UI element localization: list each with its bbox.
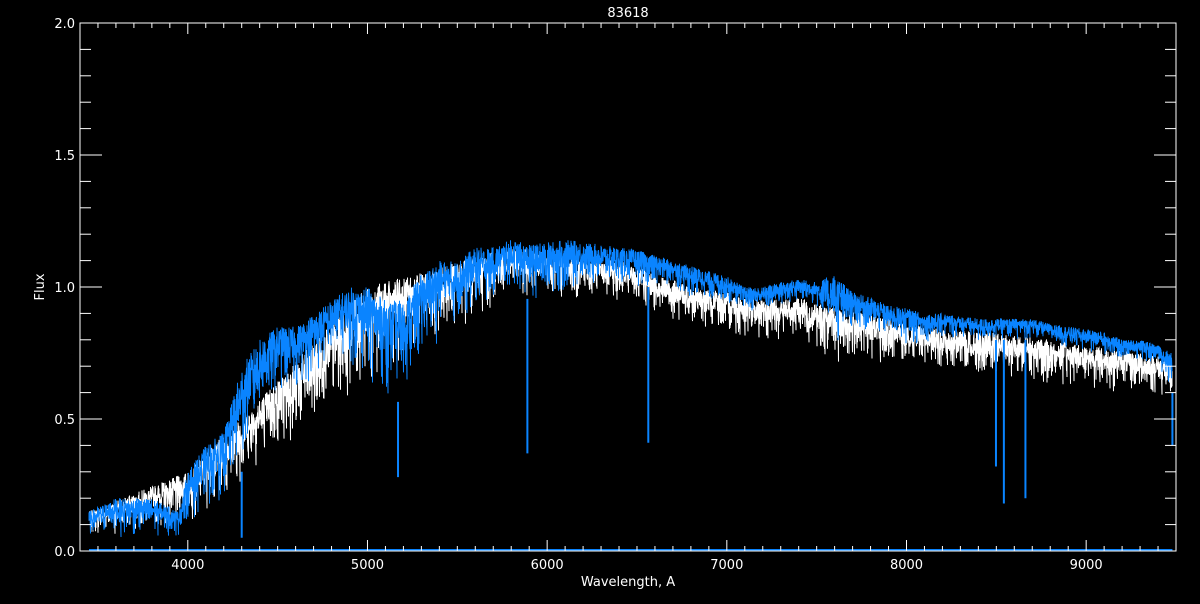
y-tick-label: 2.0 — [54, 17, 75, 32]
x-tick-label: 9000 — [1070, 558, 1103, 573]
series-1-line — [88, 240, 1173, 538]
x-axis-label: Wavelength, A — [581, 575, 675, 590]
x-tick-label: 6000 — [531, 558, 564, 573]
chart-title: 83618 — [607, 6, 648, 21]
y-tick-label: 1.0 — [54, 281, 75, 296]
y-tick-label: 1.5 — [54, 149, 75, 164]
x-tick-label: 8000 — [890, 558, 923, 573]
plot-area — [88, 240, 1174, 551]
y-tick-label: 0.5 — [54, 413, 75, 428]
y-axis-label: Flux — [33, 273, 48, 300]
y-tick-label: 0.0 — [54, 545, 75, 560]
x-tick-label: 7000 — [710, 558, 743, 573]
x-tick-label: 5000 — [351, 558, 384, 573]
axes: 4000 5000 6000 7000 8000 9000 0.0 0.5 1.0 1.5 2.0 — [54, 17, 1177, 573]
x-tick-label: 4000 — [171, 558, 204, 573]
series-0-line — [88, 248, 1173, 534]
